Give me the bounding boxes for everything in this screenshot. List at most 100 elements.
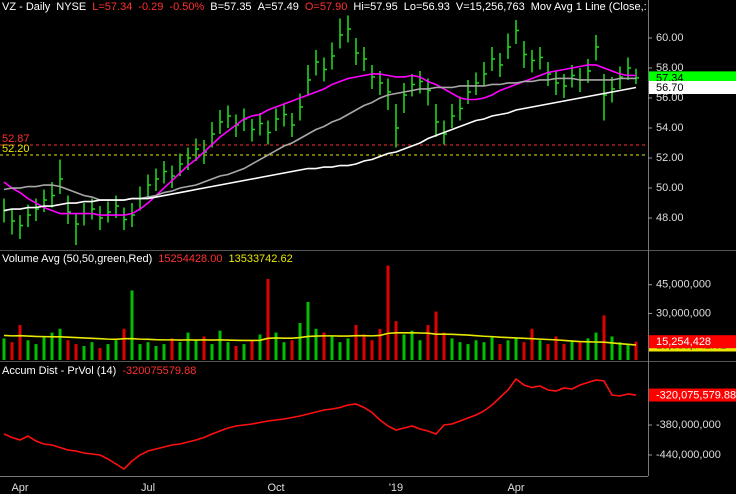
volume-bar bbox=[26, 340, 30, 360]
volume-bar bbox=[98, 347, 102, 360]
y-tick-label: 56.00 bbox=[656, 92, 684, 104]
volume-bar bbox=[554, 336, 558, 360]
volume-bar bbox=[522, 342, 526, 360]
moving-average bbox=[3, 86, 637, 212]
volume-bar bbox=[626, 344, 630, 360]
volume-bar bbox=[234, 346, 238, 360]
volume-bar bbox=[290, 340, 294, 360]
volume-bar bbox=[490, 336, 494, 360]
volume-bar bbox=[194, 340, 198, 360]
volume-bar bbox=[450, 338, 454, 360]
x-tick-label: Jul bbox=[141, 482, 155, 494]
volume-bar bbox=[306, 301, 310, 360]
y-tick-label: 45,000,000 bbox=[656, 279, 711, 291]
header-text: -0.29 bbox=[138, 1, 164, 13]
volume-bar bbox=[10, 342, 14, 360]
volume-bar bbox=[594, 332, 598, 360]
volume-bar bbox=[282, 342, 286, 360]
y-tick-label: -380,000,000 bbox=[656, 419, 721, 431]
header-text: VZ - Daily bbox=[2, 1, 51, 13]
volume-bar bbox=[634, 341, 638, 360]
y-tick-label: 52.00 bbox=[656, 152, 684, 164]
volume-bar bbox=[474, 340, 478, 360]
value-box bbox=[649, 80, 736, 94]
header-text: B=57.35 bbox=[210, 1, 252, 13]
volume-bar bbox=[410, 330, 414, 360]
y-tick-label: 60.00 bbox=[656, 32, 684, 44]
volume-bar bbox=[386, 265, 390, 360]
level-label: 52.20 bbox=[2, 143, 30, 155]
volume-bar bbox=[458, 342, 462, 360]
volume-bar bbox=[434, 311, 438, 360]
header-text: L=57.34 bbox=[92, 1, 133, 13]
volume-bar bbox=[114, 340, 118, 360]
volume-bar bbox=[298, 323, 302, 360]
volume-bar bbox=[58, 328, 62, 360]
volume-bar bbox=[250, 340, 254, 360]
header-text: Hi=57.95 bbox=[353, 1, 398, 13]
volume-bar bbox=[170, 338, 174, 360]
volume-bar bbox=[418, 340, 422, 360]
header-text: NYSE bbox=[56, 1, 87, 13]
volume-bar bbox=[562, 344, 566, 360]
value-box-label: 56.70 bbox=[656, 82, 684, 94]
volume-bar bbox=[546, 344, 550, 360]
volume-bar bbox=[202, 336, 206, 360]
x-tick-label: '19 bbox=[389, 482, 403, 494]
moving-average bbox=[3, 64, 636, 216]
volume-bar bbox=[602, 315, 606, 360]
volume-bar bbox=[242, 344, 246, 360]
value-box bbox=[649, 388, 736, 402]
volume-bar bbox=[618, 342, 622, 360]
volume-bar bbox=[154, 346, 158, 360]
volume-bar bbox=[162, 344, 166, 360]
header-text: Lo=56.93 bbox=[403, 1, 450, 13]
volume-bar bbox=[266, 278, 270, 360]
volume-bar bbox=[346, 338, 350, 360]
volume-bar bbox=[402, 334, 406, 360]
volume-bar bbox=[426, 324, 430, 360]
volume-bar bbox=[370, 340, 374, 360]
volume-bar bbox=[578, 342, 582, 360]
volume-bar bbox=[610, 336, 614, 360]
volume-bar bbox=[218, 330, 222, 360]
volume-bar bbox=[514, 338, 518, 360]
volume-bar bbox=[482, 342, 486, 360]
volume-bar bbox=[498, 344, 502, 360]
y-tick-label: 54.00 bbox=[656, 122, 684, 134]
header-text: V=15,256,763 bbox=[455, 1, 525, 13]
volume-bar bbox=[506, 340, 510, 360]
volume-bar bbox=[354, 324, 358, 360]
volume-bar bbox=[570, 340, 574, 360]
accum-dist-line bbox=[3, 377, 637, 471]
level-label: 52.87 bbox=[2, 133, 30, 145]
y-tick-label: 50.00 bbox=[656, 182, 684, 194]
header-text: Mov Avg 1 Line (Close,: bbox=[530, 1, 647, 13]
header-text: O=57.90 bbox=[304, 1, 348, 13]
volume-bar bbox=[258, 334, 262, 360]
panel-header: Volume Avg (50,50,green,Red) 15254428.00 1… bbox=[2, 253, 736, 266]
x-tick-label: Apr bbox=[11, 482, 28, 494]
volume-bar bbox=[122, 328, 126, 360]
volume-bar bbox=[442, 332, 446, 360]
volume-bar bbox=[274, 332, 278, 360]
volume-bar bbox=[466, 344, 470, 360]
y-tick-label: 30,000,000 bbox=[656, 307, 711, 319]
volume-bar bbox=[34, 344, 38, 360]
header-text: Accum Dist - PrVol (14) bbox=[2, 365, 117, 377]
volume-bar bbox=[362, 334, 366, 360]
header-text: 15254428.00 bbox=[158, 253, 223, 265]
header-text: Volume Avg (50,50,green,Red) bbox=[2, 253, 153, 265]
volume-bar bbox=[146, 342, 150, 360]
value-box bbox=[649, 335, 736, 349]
volume-bar bbox=[66, 340, 70, 360]
panel-header: Accum Dist - PrVol (14) -320075579.88 bbox=[2, 365, 736, 378]
volume-bar bbox=[322, 332, 326, 360]
volume-bar bbox=[210, 344, 214, 360]
value-box-label: -320,075,579.88 bbox=[656, 389, 736, 401]
volume-bar bbox=[74, 344, 78, 360]
volume-bar bbox=[130, 290, 134, 360]
volume-bar bbox=[330, 336, 334, 360]
y-tick-label: 48.00 bbox=[656, 212, 684, 224]
